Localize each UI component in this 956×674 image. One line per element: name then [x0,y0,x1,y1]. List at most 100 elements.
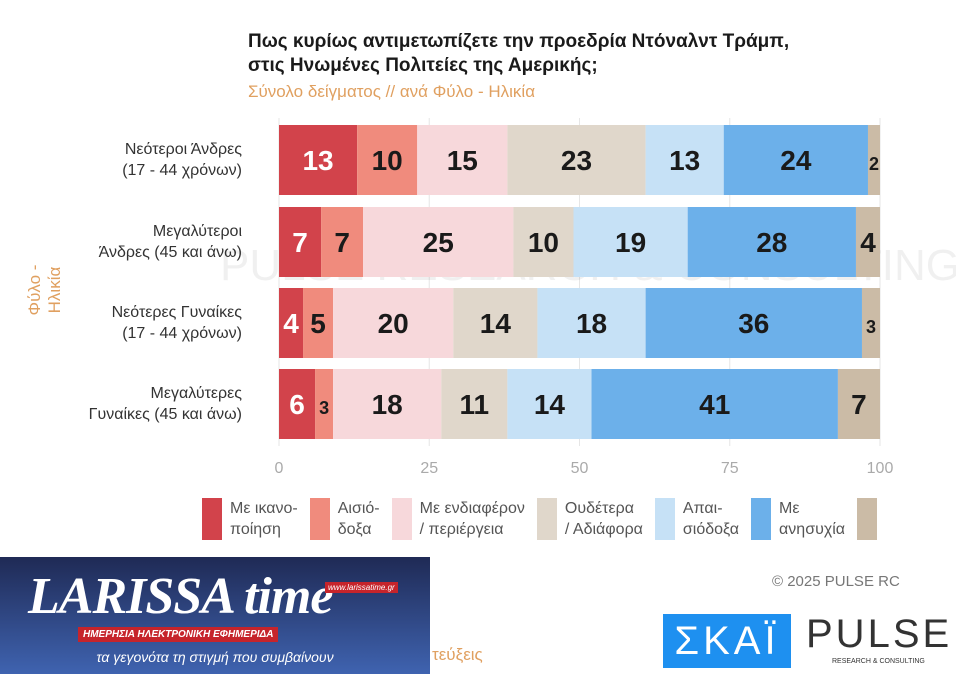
bar-segment [453,288,538,358]
legend-item: Με ενδιαφέρον / περιέργεια [391,498,525,540]
legend-label-line: σιόδοξα [682,521,740,538]
bar-segment [321,207,364,277]
category-label-line: Άνδρες (45 και άνω) [98,244,242,261]
legend-label-line: / Αδιάφορα [564,521,643,538]
legend-swatch [857,498,878,540]
larissatime-slogan: τα γεγονότα τη στιγμή που συμβαίνουν [96,649,334,665]
larissatime-logo: LARISSA time [28,568,333,625]
data-label: 19 [615,227,646,258]
copyright: © 2025 PULSE RC [772,573,900,590]
legend-label-line: Με ικανο- [230,500,298,517]
bar-segment [855,207,880,277]
partial-footer-text: τεύξεις [432,645,483,664]
bar-segment [867,125,880,195]
category-label: Νεότερες Γυναίκες (17 - 44 χρόνων) [60,302,242,344]
bar-segment [723,125,868,195]
legend-label-line: Με ενδιαφέρον [419,500,525,517]
pulse-logo-subtitle: RESEARCH & CONSULTING [832,658,925,665]
legend-swatch [536,498,557,540]
data-label: 3 [319,398,329,418]
bar-segment [645,288,862,358]
data-label: 11 [460,389,490,420]
legend-label: Με ενδιαφέρον / περιέργεια [420,498,525,540]
legend-label-line: Απαι- [682,500,723,517]
bar-segment [357,125,418,195]
chart-svg: 0255075100PULSE RESEARCH & CONSULTING131… [220,118,956,477]
legend-swatch [391,498,412,540]
data-label: 4 [860,227,876,258]
bar-segment [279,369,316,439]
legend-label-line: Αισιό- [337,500,380,517]
data-label: 5 [310,308,326,339]
x-tick-label: 50 [571,460,589,477]
legend-label-line: ανησυχία [779,521,846,538]
bar-segment [591,369,838,439]
legend-label-line: Ουδέτερα [564,500,634,517]
bar-segment [687,207,856,277]
category-label-line: Νεότεροι Άνδρες [124,141,242,158]
bar-segment [573,207,688,277]
category-label: Νεότεροι Άνδρες (17 - 44 χρόνων) [60,139,242,181]
legend-swatch [202,498,222,540]
bar-segment [507,125,646,195]
bar-segment [513,207,574,277]
data-label: 7 [334,227,350,258]
data-label: 41 [699,389,730,420]
bar-segment [537,288,646,358]
pulse-logo: PULSE [806,612,953,656]
legend-item: Απαι-σιόδοξα [654,498,739,540]
legend-item: Με ικανο-ποίηση [202,498,298,540]
data-label: 36 [738,308,769,339]
bar-segment [279,207,322,277]
legend-label: Ουδέτερα / Αδιάφορα [565,498,643,540]
chart-subtitle: Σύνολο δείγματος // ανά Φύλο - Ηλικία [248,82,536,101]
category-label: Μεγαλύτεροι Άνδρες (45 και άνω) [60,221,242,263]
data-label: 3 [866,317,876,337]
data-label: 24 [780,145,812,176]
data-label: 10 [528,227,559,258]
legend-label-line: ποίηση [230,521,281,538]
bar-segment [303,288,334,358]
legend-item: Με ανησυχία [751,498,845,540]
legend-swatch [309,498,330,540]
category-label-line: Νεότερες Γυναίκες [111,304,242,321]
bar-segment [363,207,514,277]
legend-label: Με ικανο-ποίηση [230,498,298,540]
bar-segment [441,369,508,439]
bar-segment [279,125,358,195]
data-label: 15 [447,145,478,176]
data-label: 28 [756,227,787,258]
legend-label: Αισιό-δοξα [338,498,380,540]
data-label: 13 [302,145,333,176]
chart-title: Πως κυρίως αντιμετωπίζετε την προεδρία Ν… [248,31,790,76]
legend-label-line: δοξα [337,521,372,538]
bar-segment [861,288,880,358]
bar-segment [279,288,304,358]
legend-item [857,498,885,540]
legend-label: Με ανησυχία [779,498,845,540]
bar-segment [837,369,880,439]
bar-segment [315,369,334,439]
data-label: 6 [289,389,305,420]
x-tick-label: 75 [721,460,739,477]
x-tick-label: 25 [420,460,438,477]
legend-swatch [654,498,675,540]
legend-label: Απαι-σιόδοξα [683,498,739,540]
legend-label-line: / περιέργεια [419,521,504,538]
data-label: 10 [372,145,403,176]
data-label: 2 [869,154,879,174]
bar-segment [645,125,724,195]
data-label: 25 [423,227,454,258]
x-tick-label: 0 [275,460,284,477]
data-label: 14 [534,389,566,420]
skai-logo: ΣΚΑΪ [663,614,791,668]
bar-segment [417,125,508,195]
legend-item: Αισιό-δοξα [309,498,380,540]
legend: Με ικανο-ποίηση Αισιό-δοξα Με ενδιαφέρον / … [202,498,897,540]
larissatime-tagline: ΗΜΕΡΗΣΙΑ ΗΛΕΚΤΡΟΝΙΚΗ ΕΦΗΜΕΡΙΔΑ [78,627,279,642]
bar-segment [333,288,454,358]
category-label-line: Μεγαλύτερες [150,385,242,402]
larissatime-logo-banner[interactable]: LARISSA time www.larissatime.gr ΗΜΕΡΗΣΙΑ… [0,557,430,674]
larissatime-url: www.larissatime.gr [325,582,398,593]
data-label: 4 [283,308,299,339]
